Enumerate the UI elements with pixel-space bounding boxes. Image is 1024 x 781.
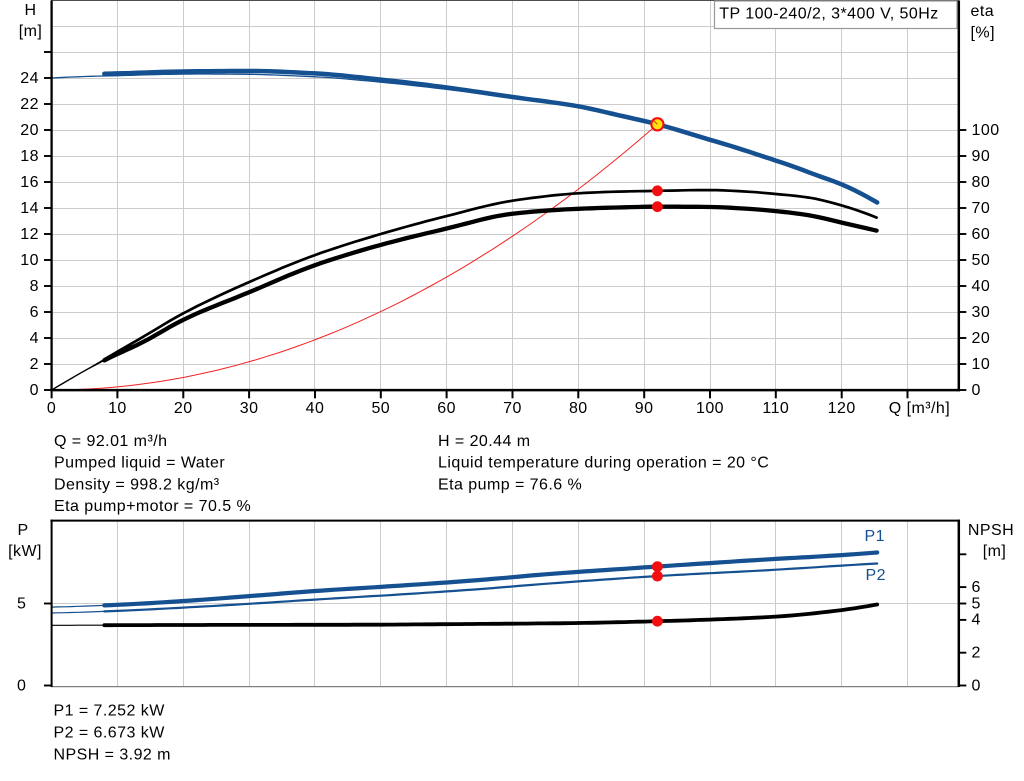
- svg-text:20: 20: [174, 400, 193, 417]
- svg-text:Q [m³/h]: Q [m³/h]: [889, 400, 950, 417]
- svg-text:Eta pump+motor = 70.5 %: Eta pump+motor = 70.5 %: [54, 498, 251, 515]
- svg-text:P1: P1: [864, 528, 884, 545]
- svg-text:0: 0: [30, 382, 39, 399]
- svg-text:4: 4: [972, 612, 981, 629]
- svg-text:5: 5: [972, 595, 981, 612]
- svg-text:10: 10: [20, 252, 39, 269]
- svg-text:Density = 998.2 kg/m³: Density = 998.2 kg/m³: [54, 476, 220, 493]
- svg-text:8: 8: [30, 278, 39, 295]
- svg-text:24: 24: [20, 70, 39, 87]
- svg-text:NPSH = 3.92 m: NPSH = 3.92 m: [54, 746, 171, 763]
- svg-text:16: 16: [20, 174, 39, 191]
- svg-text:14: 14: [20, 200, 39, 217]
- svg-text:12: 12: [20, 226, 39, 243]
- svg-text:22: 22: [20, 96, 39, 113]
- svg-text:0: 0: [972, 677, 981, 694]
- svg-text:60: 60: [437, 400, 456, 417]
- svg-text:P2 = 6.673 kW: P2 = 6.673 kW: [54, 724, 166, 741]
- svg-text:120: 120: [828, 400, 856, 417]
- svg-text:6: 6: [972, 579, 981, 596]
- svg-text:[m]: [m]: [19, 23, 43, 40]
- svg-text:100: 100: [696, 400, 724, 417]
- svg-text:Eta pump = 76.6 %: Eta pump = 76.6 %: [438, 476, 582, 493]
- svg-text:[kW]: [kW]: [8, 543, 42, 560]
- svg-text:90: 90: [635, 400, 654, 417]
- svg-text:2: 2: [972, 645, 981, 662]
- svg-text:P1 = 7.252 kW: P1 = 7.252 kW: [54, 703, 166, 720]
- svg-text:P: P: [17, 522, 28, 539]
- svg-text:70: 70: [972, 200, 991, 217]
- svg-text:eta: eta: [971, 3, 995, 20]
- svg-text:10: 10: [972, 356, 991, 373]
- svg-text:H = 20.44 m: H = 20.44 m: [438, 433, 531, 450]
- svg-text:Liquid temperature during oper: Liquid temperature during operation = 20…: [438, 455, 769, 472]
- svg-text:Q = 92.01 m³/h: Q = 92.01 m³/h: [54, 433, 167, 450]
- svg-text:20: 20: [20, 122, 39, 139]
- svg-text:110: 110: [762, 400, 789, 417]
- svg-text:0: 0: [47, 400, 56, 417]
- svg-text:40: 40: [306, 400, 325, 417]
- svg-text:TP 100-240/2, 3*400 V, 50Hz: TP 100-240/2, 3*400 V, 50Hz: [719, 6, 938, 23]
- svg-text:4: 4: [30, 330, 39, 347]
- svg-text:40: 40: [972, 278, 991, 295]
- svg-text:P2: P2: [865, 567, 885, 584]
- svg-text:[m]: [m]: [983, 543, 1007, 560]
- svg-text:30: 30: [972, 304, 991, 321]
- svg-text:80: 80: [972, 174, 991, 191]
- svg-text:Pumped liquid = Water: Pumped liquid = Water: [54, 455, 225, 472]
- svg-text:80: 80: [569, 400, 588, 417]
- svg-text:50: 50: [972, 252, 991, 269]
- svg-text:18: 18: [20, 148, 39, 165]
- svg-text:2: 2: [30, 356, 39, 373]
- svg-text:90: 90: [972, 148, 991, 165]
- svg-text:100: 100: [972, 122, 1000, 139]
- svg-text:30: 30: [240, 400, 259, 417]
- svg-text:NPSH: NPSH: [968, 522, 1014, 539]
- svg-text:0: 0: [17, 677, 26, 694]
- svg-text:H: H: [24, 2, 36, 19]
- svg-text:[%]: [%]: [971, 25, 995, 42]
- svg-text:10: 10: [108, 400, 127, 417]
- svg-text:50: 50: [371, 400, 390, 417]
- svg-text:0: 0: [972, 382, 981, 399]
- svg-text:70: 70: [503, 400, 522, 417]
- svg-text:5: 5: [17, 595, 26, 612]
- svg-text:20: 20: [972, 330, 991, 347]
- svg-text:6: 6: [30, 304, 39, 321]
- svg-text:60: 60: [972, 226, 991, 243]
